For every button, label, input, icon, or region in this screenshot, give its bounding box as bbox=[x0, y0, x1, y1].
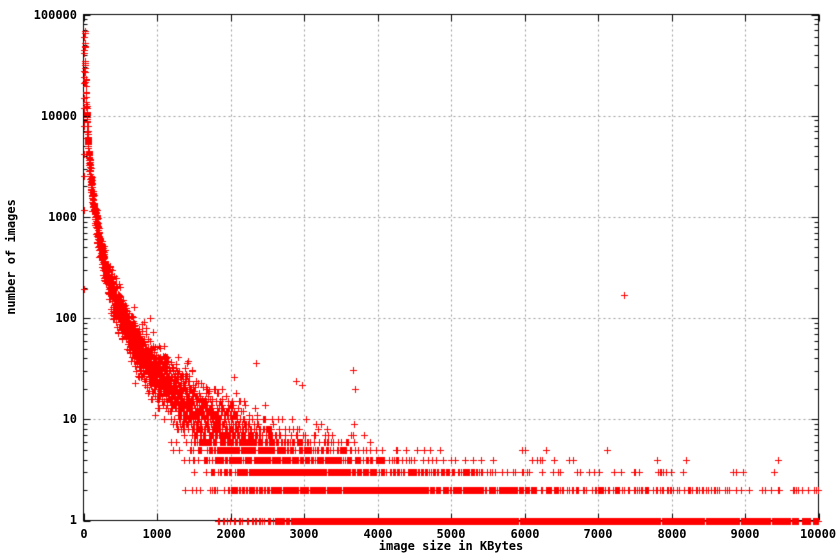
x-axis-title: image size in KBytes bbox=[378, 539, 524, 553]
y-tick-label: 1 bbox=[69, 513, 77, 527]
x-tick-label: 10000 bbox=[799, 527, 837, 541]
y-axis-title: number of images bbox=[4, 199, 18, 315]
y-tick-label: 10 bbox=[62, 412, 77, 426]
x-tick-label: 8000 bbox=[657, 527, 687, 541]
y-tick-label: 10000 bbox=[40, 109, 77, 123]
x-tick-label: 6000 bbox=[510, 527, 540, 541]
y-tick-label: 1000 bbox=[48, 210, 77, 224]
y-tick-label: 100000 bbox=[33, 8, 77, 22]
x-tick-label: 4000 bbox=[363, 527, 393, 541]
x-tick-label: 9000 bbox=[730, 527, 760, 541]
x-tick-label: 3000 bbox=[289, 527, 319, 541]
x-tick-label: 5000 bbox=[436, 527, 466, 541]
x-tick-label: 0 bbox=[80, 527, 88, 541]
y-tick-label: 100 bbox=[55, 311, 77, 325]
x-tick-label: 1000 bbox=[142, 527, 172, 541]
x-tick-label: 7000 bbox=[583, 527, 613, 541]
x-tick-label: 2000 bbox=[216, 527, 246, 541]
